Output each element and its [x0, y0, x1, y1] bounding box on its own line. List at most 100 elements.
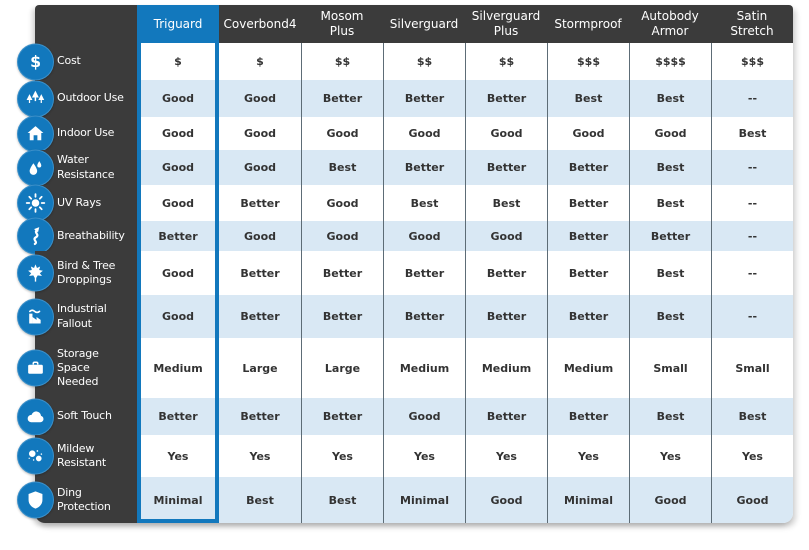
table-cell: Better — [219, 251, 301, 295]
table-cell: Good — [137, 80, 219, 117]
comparison-table: Triguard Coverbond4 Mosom Plus Silverguard S… — [17, 5, 793, 523]
table-cell: Best — [465, 185, 547, 221]
table-cell: Better — [629, 221, 711, 251]
dollar-icon: $ — [17, 43, 54, 80]
table-cell: $ — [137, 43, 219, 80]
airflow-icon — [17, 217, 54, 255]
table-cell: Good — [301, 221, 383, 251]
table-cell: Better — [137, 221, 219, 251]
table-cell: Good — [301, 117, 383, 150]
table-cell: Yes — [219, 435, 301, 477]
table-cell: Large — [219, 338, 301, 398]
table-cell: -- — [711, 80, 793, 117]
table-cell: Good — [219, 221, 301, 251]
table-cell: Medium — [137, 338, 219, 398]
table-cell: Best — [301, 477, 383, 523]
table-cell: Better — [547, 295, 629, 338]
table-cell: Medium — [465, 338, 547, 398]
suitcase-icon — [17, 349, 54, 387]
table-cell: Better — [301, 398, 383, 435]
table-cell: Better — [301, 295, 383, 338]
row-label-cost: $ Cost — [17, 43, 137, 80]
row-label-uv-rays: UV Rays — [17, 184, 137, 222]
table-cell: -- — [711, 150, 793, 185]
table-cell: Good — [629, 477, 711, 523]
column-header-mosom-plus[interactable]: Mosom Plus — [301, 5, 383, 43]
table-cell: Better — [547, 150, 629, 185]
column-header-satin-stretch[interactable]: Satin Stretch — [711, 5, 793, 43]
table-cell: Good — [137, 150, 219, 185]
table-cell: Better — [219, 185, 301, 221]
table-cell: Good — [137, 185, 219, 221]
table-cell: Better — [465, 251, 547, 295]
table-cell: Best — [711, 117, 793, 150]
table-cell: $ — [219, 43, 301, 80]
column-header-silverguard[interactable]: Silverguard — [383, 5, 465, 43]
table-cell: Good — [383, 221, 465, 251]
table-cell: -- — [711, 185, 793, 221]
table-cell: Better — [547, 251, 629, 295]
shield-icon — [17, 481, 54, 519]
row-label-text: Water Resistance — [57, 153, 115, 181]
table-cell: Best — [547, 80, 629, 117]
table-cell: Yes — [301, 435, 383, 477]
table-cell: Better — [301, 251, 383, 295]
table-cell: Better — [301, 80, 383, 117]
spores-icon — [17, 437, 54, 475]
row-label-soft-touch: Soft Touch — [17, 398, 137, 435]
table-cell: Minimal — [383, 477, 465, 523]
column-header-stormproof[interactable]: Stormproof — [547, 5, 629, 43]
row-label-text: Breathability — [57, 228, 125, 242]
table-cell: Good — [219, 117, 301, 150]
table-cell: -- — [711, 251, 793, 295]
table-cell: Good — [465, 221, 547, 251]
table-cell: Yes — [547, 435, 629, 477]
table-cell: $$$ — [547, 43, 629, 80]
house-icon — [17, 115, 54, 152]
table-cell: Better — [465, 80, 547, 117]
table-cell: Yes — [137, 435, 219, 477]
table-cell: $$$$ — [629, 43, 711, 80]
factory-icon — [17, 298, 54, 335]
row-label-storage-space-needed: Storage Space Needed — [17, 338, 137, 398]
column-header-triguard[interactable]: Triguard — [137, 5, 219, 43]
table-cell: Best — [301, 150, 383, 185]
table-cell: Minimal — [137, 477, 219, 523]
table-cell: Better — [137, 398, 219, 435]
maple-leaf-icon — [17, 254, 54, 292]
table-cell: Good — [219, 150, 301, 185]
cloud-icon — [17, 398, 54, 435]
table-cell: -- — [711, 295, 793, 338]
table-cell: Best — [629, 295, 711, 338]
table-cell: Good — [137, 251, 219, 295]
table-cell: $$ — [383, 43, 465, 80]
table-cell: Better — [383, 80, 465, 117]
row-label-indoor-use: Indoor Use — [17, 115, 137, 152]
row-label-bird-tree-droppings: Bird & Tree Droppings — [17, 251, 137, 295]
table-cell: Good — [137, 295, 219, 338]
table-cell: Good — [219, 80, 301, 117]
table-cell: Minimal — [547, 477, 629, 523]
table-cell: Medium — [383, 338, 465, 398]
table-cell: $$$ — [711, 43, 793, 80]
table-corner — [35, 5, 137, 43]
column-header-silverguard-plus[interactable]: Silverguard Plus — [465, 5, 547, 43]
table-cell: Best — [629, 80, 711, 117]
table-cell: Better — [547, 221, 629, 251]
row-label-text: Cost — [57, 54, 81, 68]
table-cell: Good — [547, 117, 629, 150]
row-label-mildew-resistant: Mildew Resistant — [17, 435, 137, 477]
table-cell: Good — [301, 185, 383, 221]
table-cell: Good — [383, 398, 465, 435]
table-cell: Yes — [711, 435, 793, 477]
column-header-coverbond4[interactable]: Coverbond4 — [219, 5, 301, 43]
row-label-text: Industrial Fallout — [57, 302, 107, 330]
table-cell: Best — [629, 150, 711, 185]
row-label-text: Ding Protection — [57, 485, 111, 513]
column-header-autobody-armor[interactable]: Autobody Armor — [629, 5, 711, 43]
table-cell: Better — [465, 295, 547, 338]
sun-icon — [17, 184, 54, 222]
table-cell: Good — [465, 117, 547, 150]
table-cell: Good — [629, 117, 711, 150]
water-drops-icon — [17, 149, 54, 186]
